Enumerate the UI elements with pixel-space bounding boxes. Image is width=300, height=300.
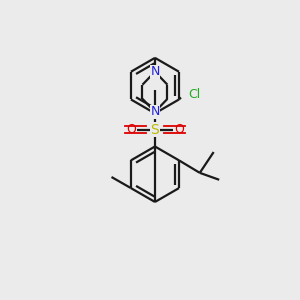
Text: N: N	[150, 105, 160, 118]
Text: N: N	[150, 65, 160, 78]
Text: Cl: Cl	[189, 88, 201, 101]
Text: O: O	[174, 123, 184, 136]
Text: S: S	[151, 123, 159, 137]
Text: O: O	[126, 123, 136, 136]
